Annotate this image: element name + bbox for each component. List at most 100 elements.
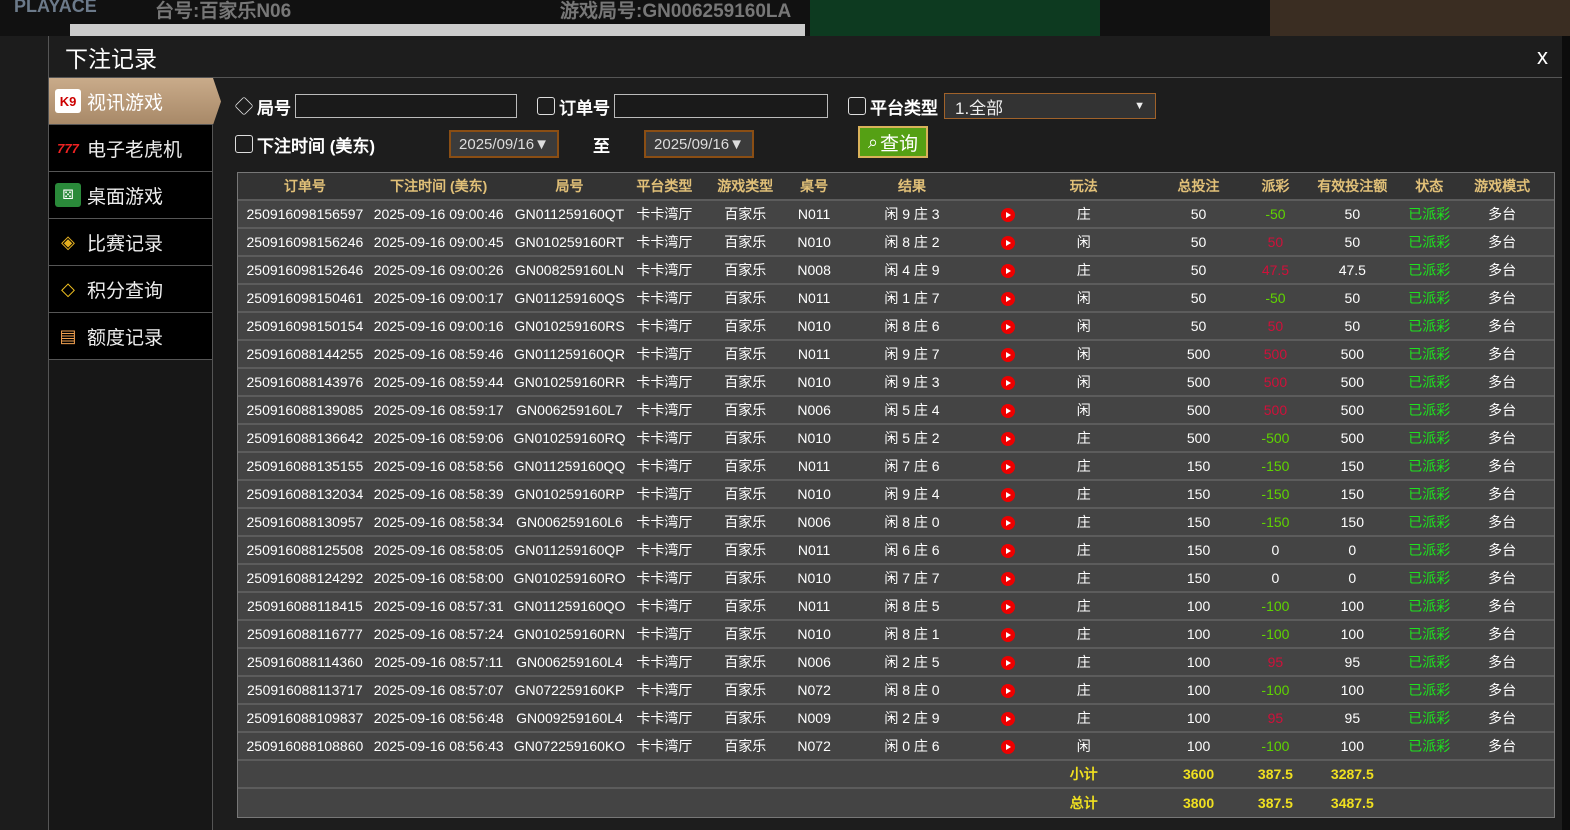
play-video-icon[interactable] xyxy=(1000,516,1015,531)
close-button[interactable]: x xyxy=(1537,43,1548,69)
table-number-cell: N011 xyxy=(797,290,831,306)
game-type-cell: 百家乐 xyxy=(724,542,767,558)
platform-selected-value: 1.全部 xyxy=(955,98,1004,118)
table-row: 250916088130957 2025-09-16 08:58:34 GN0062… xyxy=(238,509,1554,537)
round-number-input[interactable] xyxy=(295,94,517,118)
total-valid-bet: 3487.5 xyxy=(1330,795,1374,811)
valid-bet-cell: 100 xyxy=(1340,598,1364,614)
table-row: 250916088108860 2025-09-16 08:56:43 GN0722… xyxy=(238,733,1554,761)
play-video-icon[interactable] xyxy=(1000,712,1015,727)
background-sidebar xyxy=(0,36,48,830)
platform-type-cell: 卡卡湾厅 xyxy=(636,234,693,250)
table-row: 250916098156246 2025-09-16 09:00:45 GN0102… xyxy=(238,229,1554,257)
order-number-cell: 250916098156246 xyxy=(246,234,364,250)
replay-cell xyxy=(991,570,1025,587)
play-video-icon[interactable] xyxy=(1000,740,1015,755)
replay-cell xyxy=(991,374,1025,391)
date-to-picker[interactable]: 2025/09/16▼ xyxy=(644,130,754,158)
play-video-icon[interactable] xyxy=(1000,572,1015,587)
game-mode-cell: 多台 xyxy=(1488,570,1517,586)
game-type-cell: 百家乐 xyxy=(724,402,767,418)
round-number-cell: GN011259160QR xyxy=(513,346,626,362)
play-video-icon[interactable] xyxy=(1000,432,1015,447)
order-number-cell: 250916088136642 xyxy=(246,430,364,446)
bet-time-cell: 2025-09-16 09:00:26 xyxy=(373,262,504,278)
platform-type-cell: 卡卡湾厅 xyxy=(636,262,693,278)
table-number-cell: N072 xyxy=(797,682,831,698)
game-mode-cell: 多台 xyxy=(1488,374,1517,390)
platform-type-cell: 卡卡湾厅 xyxy=(636,682,693,698)
game-mode-cell: 多台 xyxy=(1488,514,1517,530)
date-from-picker[interactable]: 2025/09/16▼ xyxy=(449,130,559,158)
sidebar-item-match-records[interactable]: ◈ 比赛记录 xyxy=(49,219,212,266)
total-bet-cell: 100 xyxy=(1186,738,1211,754)
game-mode-cell: 多台 xyxy=(1488,262,1517,278)
game-type-cell: 百家乐 xyxy=(724,598,767,614)
play-video-icon[interactable] xyxy=(1000,600,1015,615)
sidebar-item-table-games[interactable]: ⚄ 桌面游戏 xyxy=(49,172,212,219)
payout-cell: 95 xyxy=(1267,710,1284,726)
game-type-cell: 百家乐 xyxy=(724,346,767,362)
table-row: 250916088124292 2025-09-16 08:58:00 GN0102… xyxy=(238,565,1554,593)
valid-bet-cell: 150 xyxy=(1340,458,1364,474)
total-bet-cell: 100 xyxy=(1186,626,1211,642)
clipboard-icon xyxy=(537,97,555,115)
platform-type-cell: 卡卡湾厅 xyxy=(636,710,693,726)
game-mode-cell: 多台 xyxy=(1488,626,1517,642)
valid-bet-cell: 100 xyxy=(1340,682,1364,698)
game-type-cell: 百家乐 xyxy=(724,486,767,502)
query-button[interactable]: ⌕ 查询 xyxy=(858,126,928,158)
valid-bet-cell: 500 xyxy=(1340,374,1364,390)
platform-type-cell: 卡卡湾厅 xyxy=(636,626,693,642)
sidebar-item-slots[interactable]: 777 电子老虎机 xyxy=(49,125,212,172)
table-number-cell: N011 xyxy=(797,458,831,474)
sidebar-item-live-games[interactable]: K9 视讯游戏 xyxy=(49,78,221,125)
bet-time-label-text: 下注时间 (美东) xyxy=(257,136,376,156)
game-mode-cell: 多台 xyxy=(1488,402,1517,418)
order-number-input[interactable] xyxy=(614,94,828,118)
play-video-icon[interactable] xyxy=(1000,292,1015,307)
sidebar-item-points[interactable]: ◇ 积分查询 xyxy=(49,266,212,313)
game-type-cell: 百家乐 xyxy=(724,290,767,306)
background-logo: PLAYACE xyxy=(14,0,97,16)
order-number-cell: 250916088113717 xyxy=(247,682,363,698)
subtotal-row: 小计 3600 387.5 3287.5 xyxy=(238,761,1554,789)
play-video-icon[interactable] xyxy=(1000,208,1015,223)
play-video-icon[interactable] xyxy=(1000,404,1015,419)
valid-bet-cell: 0 xyxy=(1348,542,1357,558)
status-cell: 已派彩 xyxy=(1408,234,1451,250)
play-video-icon[interactable] xyxy=(1000,628,1015,643)
subtotal-label: 小计 xyxy=(1069,766,1098,782)
sidebar-item-credit-records[interactable]: ▤ 额度记录 xyxy=(49,313,212,360)
play-video-icon[interactable] xyxy=(1000,348,1015,363)
play-video-icon[interactable] xyxy=(1000,488,1015,503)
order-number-cell: 250916088132034 xyxy=(246,486,364,502)
play-video-icon[interactable] xyxy=(1000,544,1015,559)
total-bet-cell: 50 xyxy=(1190,206,1207,222)
play-video-icon[interactable] xyxy=(1000,320,1015,335)
valid-bet-cell: 150 xyxy=(1340,514,1364,530)
query-button-label: 查询 xyxy=(880,133,919,155)
calendar-icon xyxy=(235,135,253,153)
play-video-icon[interactable] xyxy=(1000,236,1015,251)
status-cell: 已派彩 xyxy=(1408,374,1451,390)
valid-bet-cell: 50 xyxy=(1344,318,1361,334)
background-bet-area xyxy=(810,0,1100,36)
platform-select[interactable]: 1.全部 ▼ xyxy=(944,93,1156,119)
play-video-icon[interactable] xyxy=(1000,376,1015,391)
result-cell: 闲 1 庄 7 xyxy=(884,290,940,306)
play-video-icon[interactable] xyxy=(1000,460,1015,475)
play-video-icon[interactable] xyxy=(1000,684,1015,699)
payout-cell: -150 xyxy=(1261,458,1290,474)
replay-cell xyxy=(991,598,1025,615)
background-game-header: PLAYACE 台号:百家乐N06 游戏局号:GN006259160LA xyxy=(0,0,1570,36)
background-table-number: 台号:百家乐N06 xyxy=(155,1,292,22)
game-mode-cell: 多台 xyxy=(1488,346,1517,362)
total-bet-cell: 500 xyxy=(1186,346,1211,362)
play-video-icon[interactable] xyxy=(1000,264,1015,279)
platform-type-cell: 卡卡湾厅 xyxy=(636,374,693,390)
replay-cell xyxy=(991,290,1025,307)
play-video-icon[interactable] xyxy=(1000,656,1015,671)
sidebar-item-label: 桌面游戏 xyxy=(87,186,164,208)
header-valid-bet: 有效投注额 xyxy=(1317,178,1388,194)
